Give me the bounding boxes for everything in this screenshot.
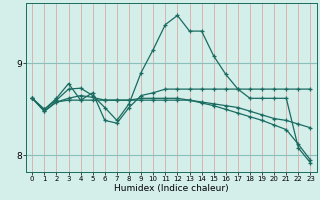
X-axis label: Humidex (Indice chaleur): Humidex (Indice chaleur) <box>114 184 229 193</box>
